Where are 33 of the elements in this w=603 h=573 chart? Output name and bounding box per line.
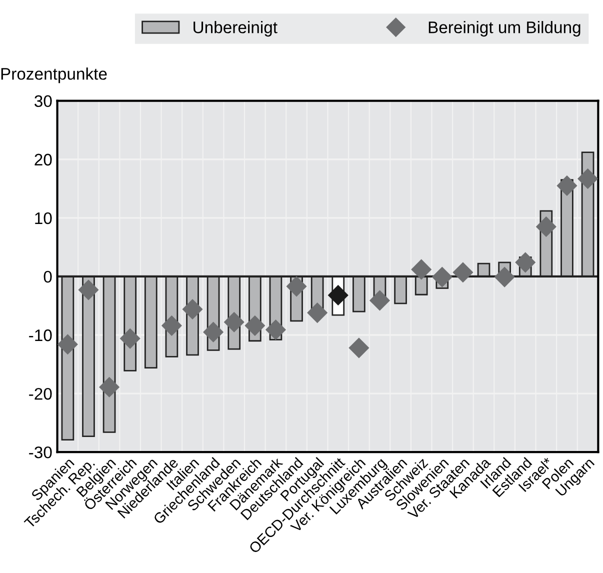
point [57,334,78,355]
point [411,259,432,280]
y-tick-label: 10 [35,212,52,224]
point [78,280,99,300]
point [556,175,578,196]
point [536,216,556,238]
point [265,319,286,340]
point [328,284,348,306]
point [307,302,328,324]
y-tick-label: 30 [34,95,52,108]
y-tick-label: -30 [29,446,52,458]
point [515,252,536,273]
point [244,315,266,336]
point [161,315,182,336]
y-tick-label: 20 [34,154,52,166]
point [348,338,370,358]
point [577,168,598,190]
point [432,266,452,288]
y-tick-label: 0 [44,270,52,283]
y-tick-label: -20 [29,388,52,400]
legend-label: Bereinigt um Bildung [428,21,580,37]
point [203,322,224,342]
point [224,312,244,332]
point [120,328,140,349]
point [369,290,390,311]
y-axis-title: Prozentpunkte [1,68,107,84]
legend-label: Unbereinigt [194,21,278,37]
point [286,276,307,297]
point [98,376,120,398]
point [452,262,474,283]
point [494,266,515,288]
point [182,298,203,320]
y-tick-label: -10 [29,329,52,342]
